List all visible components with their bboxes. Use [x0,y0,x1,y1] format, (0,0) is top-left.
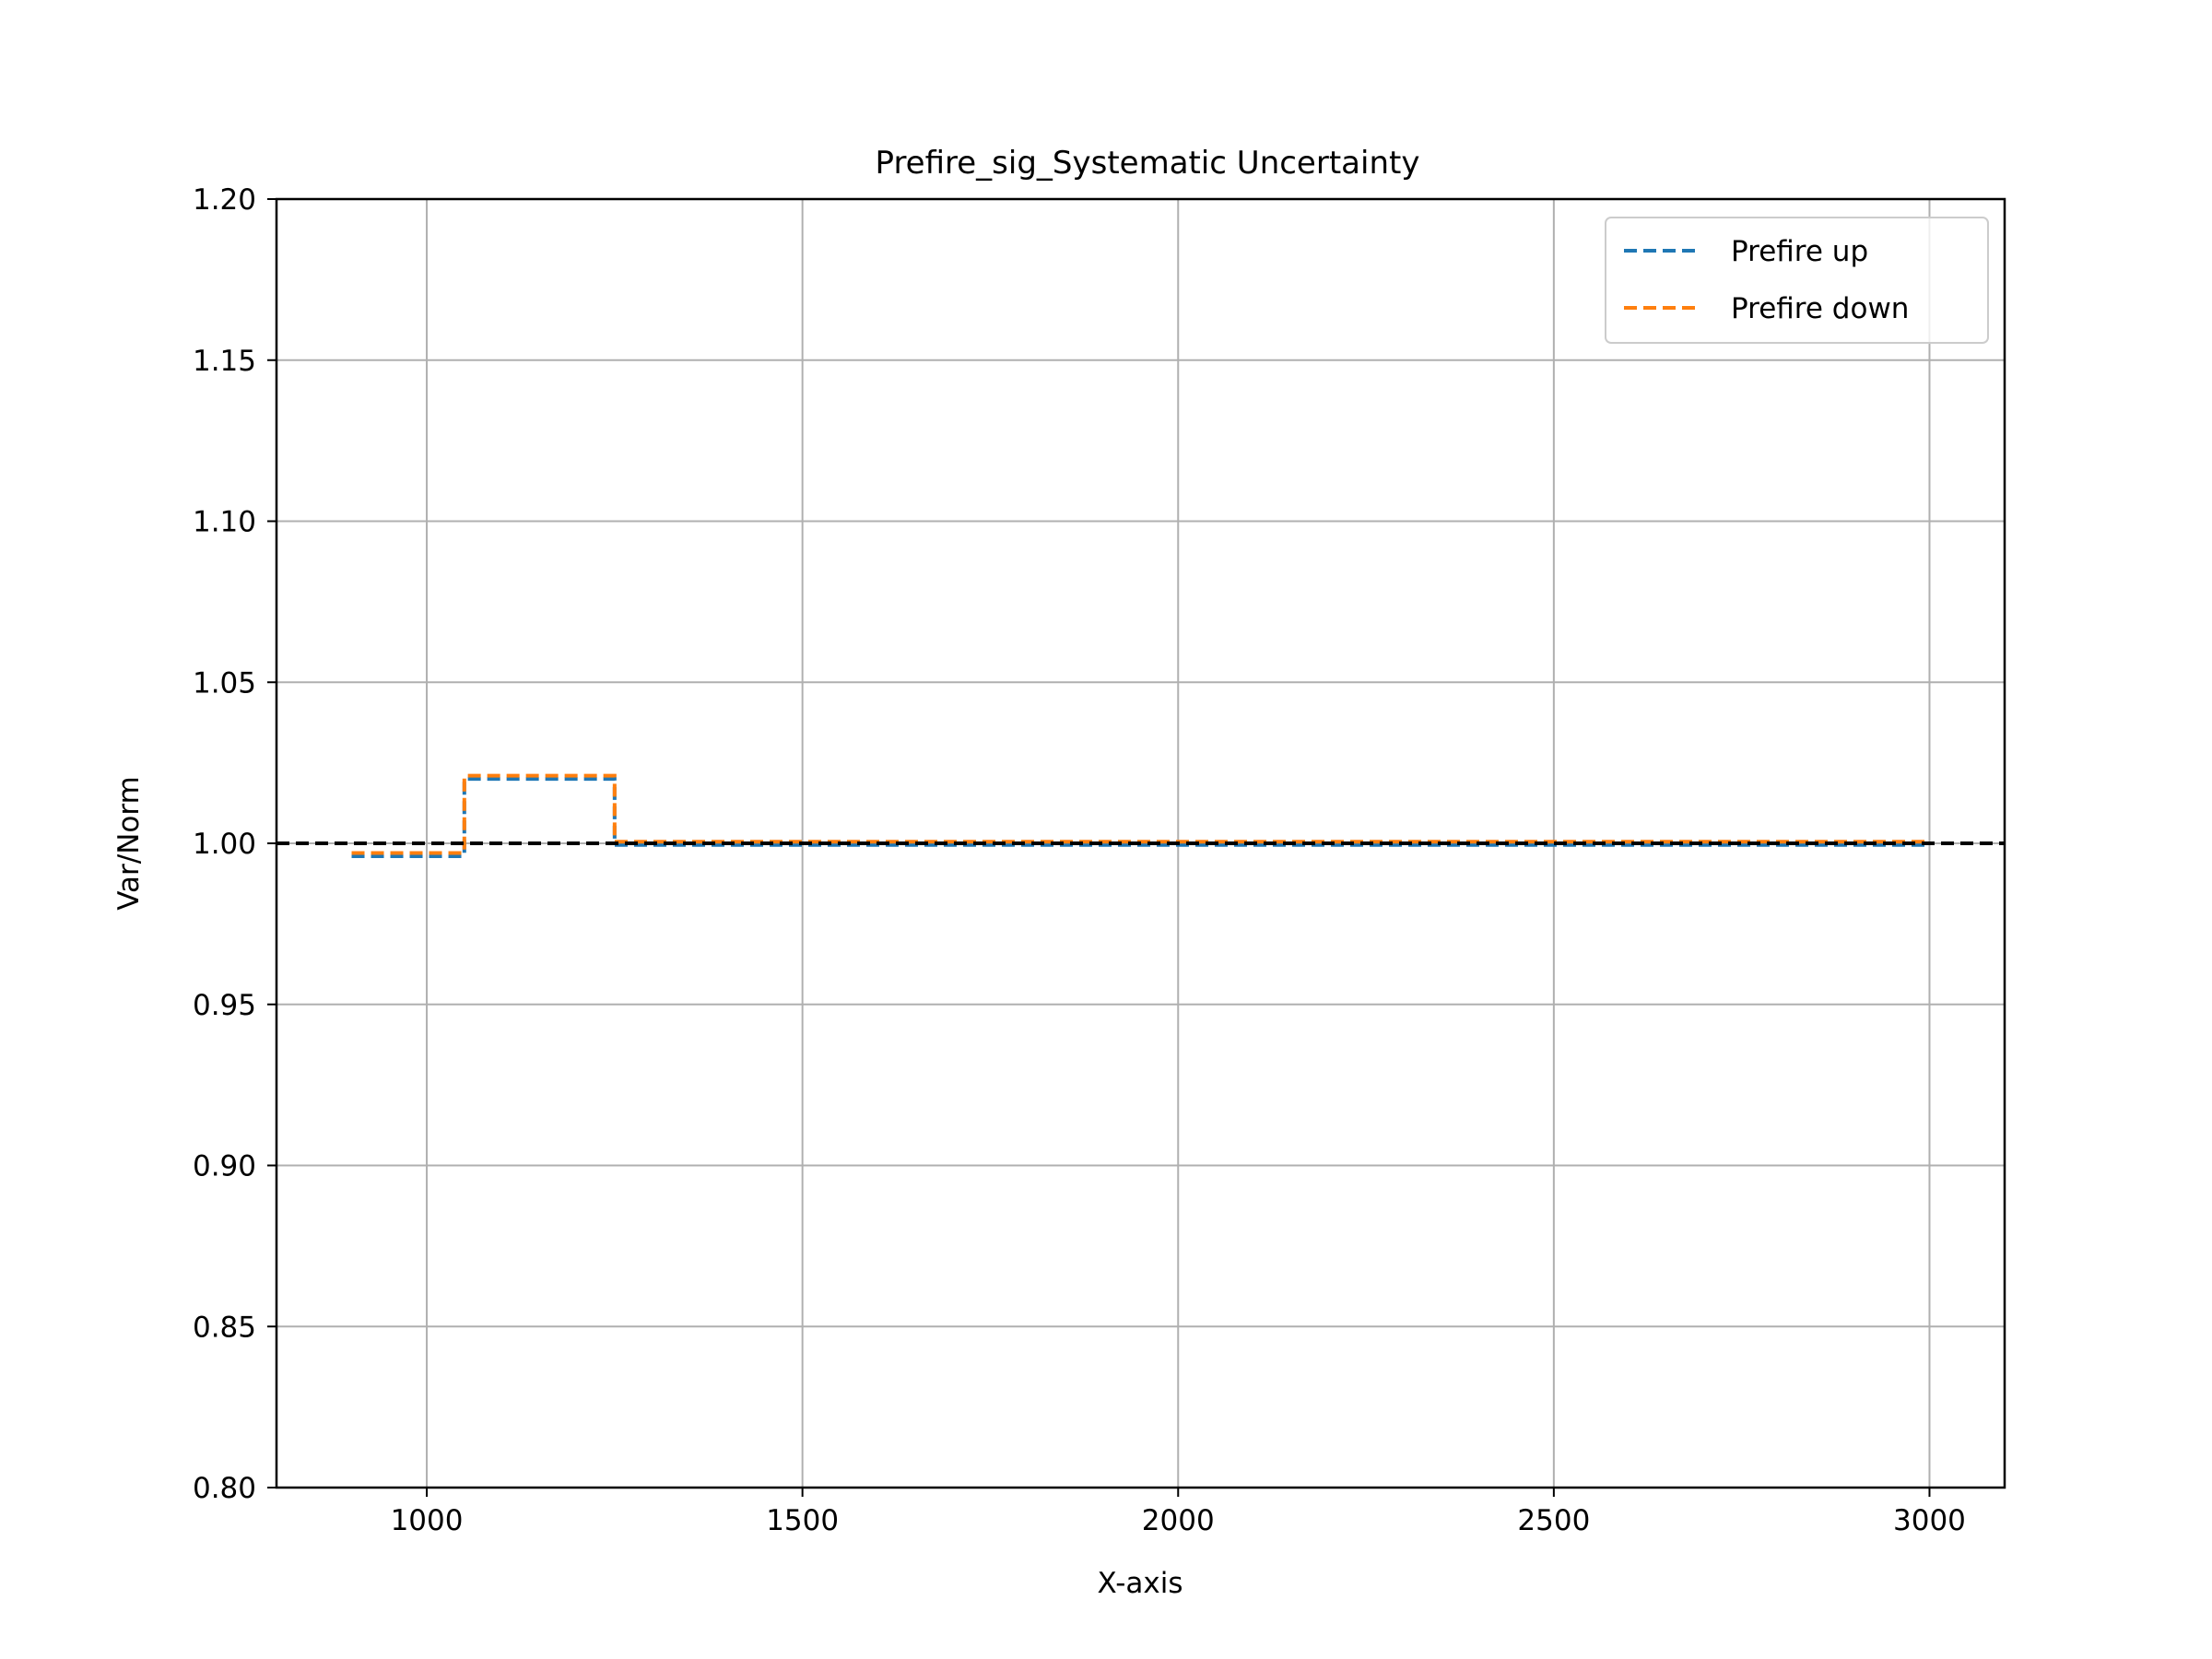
y-tick-label: 1.20 [193,183,256,217]
y-tick-label: 0.95 [193,989,256,1022]
chart-title: Prefire_sig_Systematic Uncertainty [876,145,1420,182]
y-axis-ticks: 0.80 0.85 0.90 0.95 1.00 1.05 1.10 1.15 1.20 [193,183,276,1505]
y-tick-label: 1.05 [193,666,256,700]
y-tick-label: 0.80 [193,1472,256,1505]
legend-box [1605,217,1989,344]
plot-area [276,773,2005,858]
legend-label-prefire-up: Prefire up [1731,235,1868,268]
series-line-prefire-up [351,777,1930,858]
y-tick-label: 1.00 [193,828,256,861]
y-tick-label: 0.90 [193,1150,256,1183]
series-line-prefire-down [351,773,1930,855]
x-tick-label: 2000 [1142,1504,1215,1537]
y-axis-label: Var/Norm [112,776,146,911]
x-axis-label: X-axis [1098,1567,1183,1600]
legend-label-prefire-down: Prefire down [1731,292,1909,325]
y-tick-label: 1.15 [193,345,256,378]
x-tick-label: 1000 [391,1504,464,1537]
x-axis-ticks: 1000 1500 2000 2500 3000 [391,1488,1966,1537]
y-tick-label: 0.85 [193,1311,256,1344]
y-tick-label: 1.10 [193,506,256,539]
x-tick-label: 2500 [1517,1504,1590,1537]
x-tick-label: 3000 [1893,1504,1966,1537]
legend: Prefire up Prefire down [1605,217,1989,344]
x-tick-label: 1500 [766,1504,839,1537]
